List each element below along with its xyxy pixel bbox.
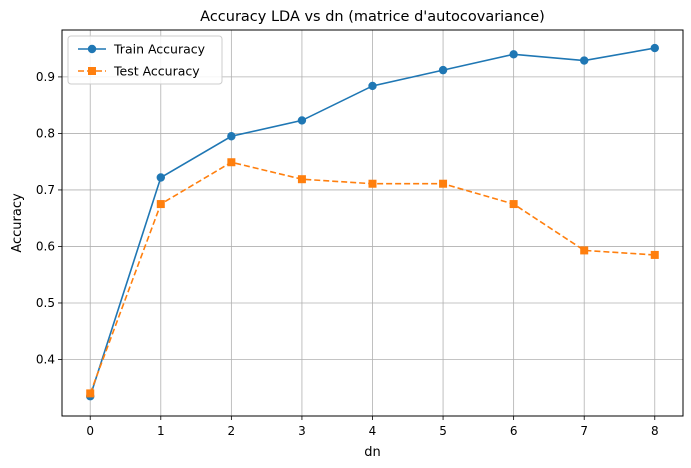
y-tick-label: 0.8 xyxy=(36,126,55,140)
data-point xyxy=(297,116,307,125)
legend-entry: Train Accuracy xyxy=(78,42,206,57)
data-point xyxy=(650,250,659,259)
series-test xyxy=(86,158,659,398)
x-tick-label: 8 xyxy=(651,424,659,438)
x-tick-label: 2 xyxy=(228,424,236,438)
data-point xyxy=(509,200,518,209)
x-tick-label: 0 xyxy=(86,424,94,438)
series-layer xyxy=(86,43,659,401)
data-point xyxy=(297,175,306,184)
x-tick-label: 4 xyxy=(369,424,377,438)
y-tick-label: 0.7 xyxy=(36,183,55,197)
legend-box xyxy=(67,35,223,85)
series-train xyxy=(86,43,659,401)
x-tick-label: 3 xyxy=(298,424,306,438)
data-point xyxy=(580,246,589,255)
x-tick-label: 7 xyxy=(580,424,588,438)
grid xyxy=(62,30,683,416)
data-point xyxy=(156,200,165,209)
y-axis-label: Accuracy xyxy=(10,193,25,253)
data-point xyxy=(580,56,589,65)
x-tick-label: 6 xyxy=(510,424,518,438)
data-point xyxy=(227,158,236,167)
data-point xyxy=(368,81,377,91)
data-point xyxy=(509,50,518,59)
data-point xyxy=(439,179,448,188)
data-point xyxy=(650,43,659,53)
data-point xyxy=(156,173,165,182)
data-point xyxy=(368,179,377,188)
legend-label: Train Accuracy xyxy=(113,42,206,57)
y-tick-label: 0.4 xyxy=(36,352,55,366)
ticks: 0 1 2 3 4 5 6 7 8 0.4 0.5 0.6 0.7 0.8 0.9 xyxy=(36,70,659,438)
legend: Train Accuracy Test Accuracy xyxy=(67,35,223,85)
x-axis-label: dn xyxy=(364,445,381,460)
chart-title: Accuracy LDA vs dn (matrice d'autocovari… xyxy=(200,9,545,25)
x-tick-label: 1 xyxy=(157,424,165,438)
y-tick-label: 0.6 xyxy=(36,239,55,253)
data-point xyxy=(438,65,448,75)
legend-label: Test Accuracy xyxy=(113,64,200,79)
data-point xyxy=(227,132,236,141)
data-point xyxy=(86,389,95,398)
legend-marker xyxy=(87,44,97,54)
legend-marker xyxy=(88,67,96,75)
y-tick-label: 0.9 xyxy=(36,70,55,84)
y-tick-label: 0.5 xyxy=(36,296,55,310)
legend-entry: Test Accuracy xyxy=(78,64,200,79)
x-tick-label: 5 xyxy=(439,424,447,438)
